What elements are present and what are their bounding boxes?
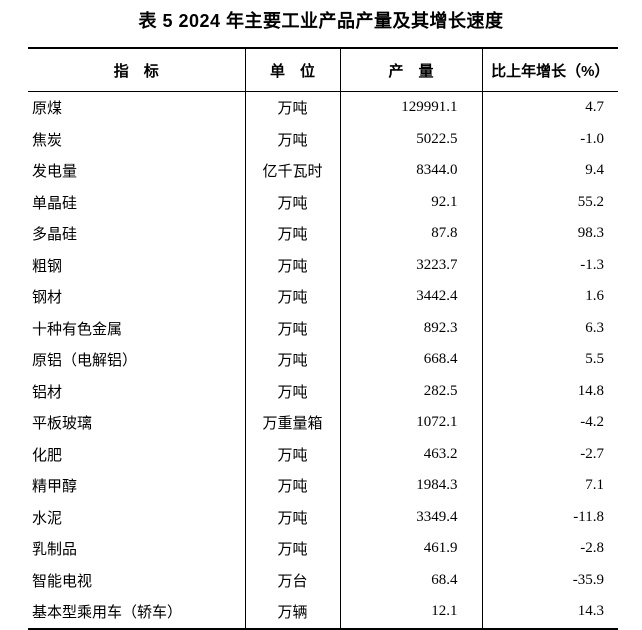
cell-unit: 万吨 bbox=[244, 186, 340, 218]
cell-growth: 98.3 bbox=[481, 218, 618, 250]
cell-output: 892.3 bbox=[339, 312, 482, 344]
cell-growth: 4.7 bbox=[481, 91, 618, 124]
table-row: 平板玻璃 万重量箱 1072.1 -4.2 bbox=[28, 407, 618, 439]
table-row: 原铝（电解铝） 万吨 668.4 5.5 bbox=[28, 344, 618, 376]
industrial-products-table: 指 标 单 位 产 量 比上年增长（%） 原煤 万吨 129991.1 4.7 焦炭 万吨… bbox=[28, 47, 618, 630]
cell-output: 12.1 bbox=[339, 596, 482, 629]
cell-unit: 万吨 bbox=[244, 470, 340, 502]
cell-indicator: 粗钢 bbox=[32, 258, 63, 275]
cell-unit: 万重量箱 bbox=[244, 407, 340, 439]
cell-output: 5022.5 bbox=[339, 123, 482, 155]
table-row: 钢材 万吨 3442.4 1.6 bbox=[28, 281, 618, 313]
header-cell-growth: 比上年增长（%） bbox=[481, 48, 618, 92]
cell-indicator: 乳制品 bbox=[32, 542, 78, 559]
header-cell-indicator: 指 标 bbox=[28, 48, 245, 92]
cell-unit: 万吨 bbox=[244, 218, 340, 250]
cell-output: 668.4 bbox=[339, 344, 482, 376]
cell-indicator: 十种有色金属 bbox=[32, 321, 123, 338]
cell-output: 68.4 bbox=[339, 564, 482, 596]
cell-indicator: 发电量 bbox=[32, 164, 78, 181]
cell-growth: -1.0 bbox=[481, 123, 618, 155]
table-row: 精甲醇 万吨 1984.3 7.1 bbox=[28, 470, 618, 502]
table-row: 铝材 万吨 282.5 14.8 bbox=[28, 375, 618, 407]
table-row: 多晶硅 万吨 87.8 98.3 bbox=[28, 218, 618, 250]
cell-growth: -11.8 bbox=[481, 501, 618, 533]
cell-growth: -2.8 bbox=[481, 533, 618, 565]
cell-indicator: 水泥 bbox=[32, 510, 63, 527]
table-row: 化肥 万吨 463.2 -2.7 bbox=[28, 438, 618, 470]
cell-growth: 14.8 bbox=[481, 375, 618, 407]
cell-output: 463.2 bbox=[339, 438, 482, 470]
cell-unit: 亿千瓦时 bbox=[244, 155, 340, 187]
cell-unit: 万台 bbox=[244, 564, 340, 596]
cell-output: 282.5 bbox=[339, 375, 482, 407]
cell-output: 461.9 bbox=[339, 533, 482, 565]
cell-unit: 万辆 bbox=[244, 596, 340, 629]
cell-indicator: 钢材 bbox=[32, 290, 63, 307]
cell-output: 8344.0 bbox=[339, 155, 482, 187]
table-header: 指 标 单 位 产 量 比上年增长（%） bbox=[28, 48, 618, 92]
cell-unit: 万吨 bbox=[244, 91, 340, 124]
cell-indicator: 铝材 bbox=[32, 384, 63, 401]
cell-indicator: 智能电视 bbox=[32, 573, 93, 590]
cell-indicator: 化肥 bbox=[32, 447, 63, 464]
table-row: 基本型乘用车（轿车） 万辆 12.1 14.3 bbox=[28, 596, 618, 629]
cell-unit: 万吨 bbox=[244, 501, 340, 533]
cell-output: 3223.7 bbox=[339, 249, 482, 281]
table-row: 焦炭 万吨 5022.5 -1.0 bbox=[28, 123, 618, 155]
header-row: 指 标 单 位 产 量 比上年增长（%） bbox=[28, 48, 618, 92]
cell-indicator: 原铝（电解铝） bbox=[32, 353, 138, 370]
cell-output: 92.1 bbox=[339, 186, 482, 218]
table-row: 单晶硅 万吨 92.1 55.2 bbox=[28, 186, 618, 218]
cell-output: 1072.1 bbox=[339, 407, 482, 439]
cell-unit: 万吨 bbox=[244, 281, 340, 313]
cell-growth: 6.3 bbox=[481, 312, 618, 344]
cell-growth: 5.5 bbox=[481, 344, 618, 376]
cell-growth: -4.2 bbox=[481, 407, 618, 439]
cell-output: 129991.1 bbox=[339, 91, 482, 124]
table-row: 粗钢 万吨 3223.7 -1.3 bbox=[28, 249, 618, 281]
cell-unit: 万吨 bbox=[244, 123, 340, 155]
cell-growth: 9.4 bbox=[481, 155, 618, 187]
cell-growth: -1.3 bbox=[481, 249, 618, 281]
cell-unit: 万吨 bbox=[244, 438, 340, 470]
cell-output: 3442.4 bbox=[339, 281, 482, 313]
cell-growth: 14.3 bbox=[481, 596, 618, 629]
cell-output: 87.8 bbox=[339, 218, 482, 250]
cell-indicator: 多晶硅 bbox=[32, 227, 78, 244]
cell-unit: 万吨 bbox=[244, 533, 340, 565]
cell-unit: 万吨 bbox=[244, 344, 340, 376]
cell-indicator: 平板玻璃 bbox=[32, 416, 93, 433]
cell-unit: 万吨 bbox=[244, 312, 340, 344]
table-row: 十种有色金属 万吨 892.3 6.3 bbox=[28, 312, 618, 344]
cell-indicator: 焦炭 bbox=[32, 132, 63, 149]
table-row: 水泥 万吨 3349.4 -11.8 bbox=[28, 501, 618, 533]
table-row: 发电量 亿千瓦时 8344.0 9.4 bbox=[28, 155, 618, 187]
cell-output: 3349.4 bbox=[339, 501, 482, 533]
page-title: 表 5 2024 年主要工业产品产量及其增长速度 bbox=[138, 11, 504, 31]
table-body: 原煤 万吨 129991.1 4.7 焦炭 万吨 5022.5 -1.0 发电量 亿千瓦时 8344… bbox=[28, 91, 618, 629]
cell-growth: 1.6 bbox=[481, 281, 618, 313]
cell-indicator: 基本型乘用车（轿车） bbox=[32, 605, 183, 622]
cell-output: 1984.3 bbox=[339, 470, 482, 502]
cell-growth: 55.2 bbox=[481, 186, 618, 218]
cell-indicator: 原煤 bbox=[32, 101, 63, 118]
cell-indicator: 精甲醇 bbox=[32, 479, 78, 496]
cell-growth: -2.7 bbox=[481, 438, 618, 470]
table-row: 乳制品 万吨 461.9 -2.8 bbox=[28, 533, 618, 565]
header-cell-output: 产 量 bbox=[339, 48, 482, 92]
cell-unit: 万吨 bbox=[244, 249, 340, 281]
cell-growth: 7.1 bbox=[481, 470, 618, 502]
table-row: 原煤 万吨 129991.1 4.7 bbox=[28, 91, 618, 124]
cell-indicator: 单晶硅 bbox=[32, 195, 78, 212]
header-cell-unit: 单 位 bbox=[244, 48, 340, 92]
table-row: 智能电视 万台 68.4 -35.9 bbox=[28, 564, 618, 596]
cell-unit: 万吨 bbox=[244, 375, 340, 407]
cell-growth: -35.9 bbox=[481, 564, 618, 596]
